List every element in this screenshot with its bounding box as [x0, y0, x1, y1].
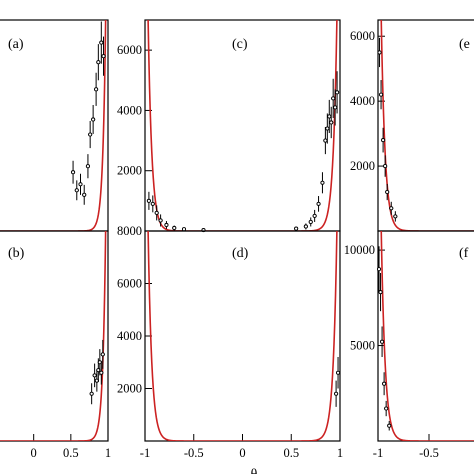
data-point	[181, 227, 187, 232]
data-point	[323, 138, 328, 143]
y-tick-label: 6000	[117, 277, 142, 291]
y-tick-label: 4000	[117, 103, 142, 117]
data-point	[71, 170, 76, 175]
data-point	[150, 201, 155, 206]
data-point	[325, 126, 330, 131]
data-point	[158, 218, 163, 223]
panel-frame	[0, 230, 109, 442]
y-tick-label: 2000	[350, 159, 375, 173]
panel-label: (d)	[232, 246, 249, 261]
fit-curve	[380, 20, 474, 231]
x-tick-label: 0	[31, 446, 37, 460]
data-point	[331, 96, 336, 101]
data-point	[333, 105, 338, 110]
data-point	[172, 225, 177, 231]
fit-curve	[147, 20, 338, 231]
data-point	[146, 198, 151, 203]
y-tick-label: 2000	[117, 382, 142, 396]
y-tick-label: 6000	[117, 43, 142, 57]
data-point	[101, 54, 106, 59]
data-point	[92, 373, 97, 378]
data-point	[393, 214, 398, 219]
y-tick-label: 6000	[350, 29, 375, 43]
x-axis-symbol: θ	[251, 467, 258, 474]
panel-b: (b) 0 0.5 1	[0, 230, 111, 460]
panel-frame	[144, 230, 341, 442]
x-tick-label: -1	[140, 446, 150, 460]
y-tick-label: 10000	[344, 243, 375, 257]
data-point	[82, 192, 87, 197]
x-tick-label: 1	[105, 446, 111, 460]
panel-label: (e	[459, 37, 470, 52]
data-point	[308, 219, 313, 225]
data-point	[85, 164, 90, 169]
data-point	[96, 60, 101, 65]
data-point	[379, 92, 384, 97]
y-tick-label: 4000	[117, 329, 142, 343]
data-point	[382, 381, 387, 386]
x-tick-label: -1	[373, 446, 383, 460]
data-point	[88, 132, 93, 137]
data-point	[387, 423, 392, 428]
data-point	[383, 164, 388, 169]
fit-curve	[147, 231, 338, 441]
x-tick-label: 0	[239, 446, 245, 460]
y-tick-label: 2000	[117, 164, 142, 178]
data-point	[329, 120, 334, 125]
panel-label: (a)	[8, 37, 24, 52]
data-point	[164, 222, 169, 228]
data-point	[78, 182, 83, 187]
panel-frame	[377, 230, 474, 442]
y-tick-label: 8000	[117, 224, 142, 238]
data-point	[385, 189, 390, 195]
data-point	[74, 188, 79, 193]
panel-label: (c)	[232, 37, 248, 52]
data-point	[381, 138, 386, 143]
data-point	[91, 117, 96, 122]
fit-curve	[0, 20, 107, 231]
x-tick-label: 1	[337, 446, 343, 460]
data-point	[376, 267, 382, 272]
data-point	[335, 370, 341, 375]
panel-e: (e 2000 4000 6000	[350, 19, 474, 232]
panel-a: (a)	[0, 19, 109, 232]
data-point	[99, 40, 104, 45]
panel-f: (f 5000 10000 -1 -0.5	[344, 230, 474, 460]
data-point	[303, 224, 308, 229]
data-point	[327, 114, 332, 119]
fit-curve	[0, 231, 107, 441]
data-point	[154, 210, 159, 215]
data-point	[334, 391, 339, 396]
data-point	[312, 213, 317, 218]
data-point	[380, 339, 385, 344]
x-tick-label: 0.5	[283, 446, 299, 460]
data-point	[316, 201, 321, 206]
data-point	[100, 352, 105, 357]
data-point	[94, 87, 99, 92]
x-tick-label: -0.5	[419, 446, 439, 460]
panel-label: (b)	[8, 246, 25, 261]
data-point	[384, 406, 389, 411]
panel-d: (d) 2000 4000 6000 8000 -1 -0.5 0 0.5 1	[117, 224, 343, 460]
fit-curve	[380, 231, 474, 441]
data-point	[99, 370, 104, 375]
data-point	[89, 391, 94, 396]
y-tick-label: 5000	[350, 339, 375, 353]
data-point	[377, 50, 382, 55]
panel-c: (c) 2000 4000 6000	[117, 19, 341, 233]
panel-label: (f	[459, 246, 469, 261]
data-point	[320, 180, 325, 185]
data-point	[389, 206, 394, 211]
y-tick-label: 4000	[350, 94, 375, 108]
data-point	[378, 290, 383, 295]
data-point	[335, 90, 340, 95]
data-point	[294, 226, 299, 231]
x-tick-label: -0.5	[184, 446, 204, 460]
x-tick-label: 0.5	[63, 446, 79, 460]
